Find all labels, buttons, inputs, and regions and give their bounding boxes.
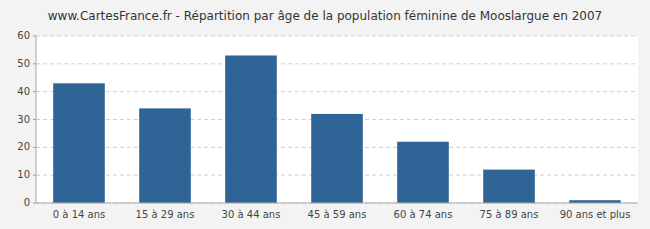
bar xyxy=(53,83,105,203)
y-tick-label: 40 xyxy=(17,86,30,97)
bars xyxy=(53,55,621,203)
x-tick-label: 60 à 74 ans xyxy=(394,209,453,220)
y-tick-label: 60 xyxy=(17,30,30,41)
bar xyxy=(139,108,191,203)
y-tick-label: 50 xyxy=(17,58,30,69)
bar xyxy=(311,114,363,203)
x-tick-label: 15 à 29 ans xyxy=(136,209,195,220)
y-tick-label: 0 xyxy=(24,197,30,208)
y-tick-label: 10 xyxy=(17,169,30,180)
grid-line xyxy=(36,36,638,37)
title: www.CartesFrance.fr - Répartition par âg… xyxy=(48,9,602,23)
chart: www.CartesFrance.fr - Répartition par âg… xyxy=(0,0,650,229)
grid xyxy=(36,36,638,203)
x-tick-label: 30 à 44 ans xyxy=(222,209,281,220)
y-tick-label: 30 xyxy=(17,114,30,125)
x-tick-label: 75 à 89 ans xyxy=(480,209,539,220)
grid-line xyxy=(36,91,638,92)
grid-line xyxy=(36,63,638,64)
x-tick-label: 0 à 14 ans xyxy=(53,209,105,220)
grid-line xyxy=(36,203,638,204)
y-axis xyxy=(36,36,37,203)
x-tick-label: 45 à 59 ans xyxy=(308,209,367,220)
bar xyxy=(397,142,449,203)
bar xyxy=(483,170,535,203)
x-tick-label: 90 ans et plus xyxy=(560,209,631,220)
x-axis xyxy=(36,203,638,204)
y-tick-label: 20 xyxy=(17,141,30,152)
bar xyxy=(225,55,277,203)
plot-area xyxy=(36,36,638,203)
